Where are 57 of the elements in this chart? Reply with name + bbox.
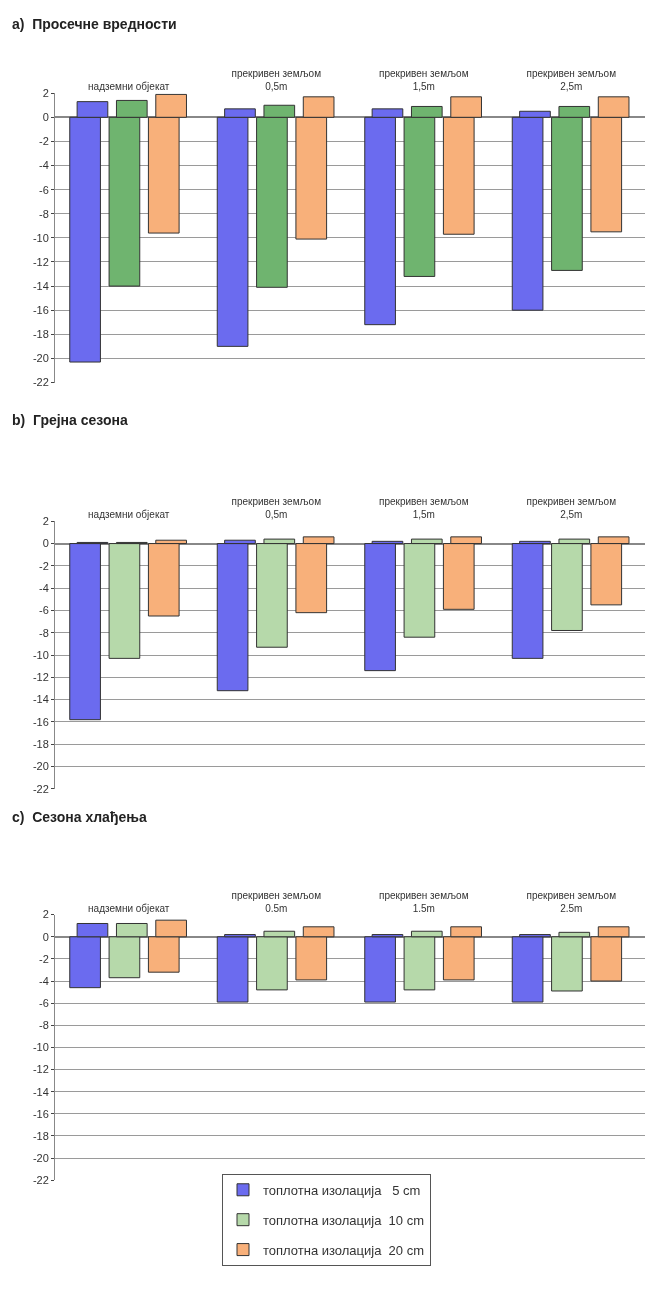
y-tick-label: -2 [39,135,49,148]
y-tick-label: -4 [39,974,49,987]
y-tick-label: -6 [39,604,49,617]
y-tick-label: -10 [32,648,49,661]
x-tick-label: прекривен земљом 0,5m [231,68,322,93]
y-tick-label: -16 [32,715,49,728]
y-tick-label: -20 [32,352,49,365]
y-tick-label: -2 [39,559,49,572]
legend-label: топлотна изолација 20 cm [263,1242,425,1258]
y-tick-label: -16 [32,1107,49,1120]
y-tick-label: -6 [39,183,49,196]
y-tick-label: -8 [39,626,49,639]
y-tick-label: -10 [32,231,49,244]
chart-title: a) Просечне вредности [12,16,177,32]
y-tick-label: -8 [39,1019,49,1032]
y-tick-label: 0 [42,111,49,124]
y-tick-label: -16 [32,304,49,317]
y-tick-label: -22 [32,376,49,389]
x-tick-label: прекривен земљом 1,5m [378,68,469,93]
x-tick-label: надземни објекат [88,509,170,521]
x-tick-label: прекривен земљом 0.5m [231,889,322,914]
x-tick-label: прекривен земљом 2,5m [526,496,617,521]
y-tick-label: -6 [39,997,49,1010]
x-tick-label: прекривен земљом 1,5m [378,496,469,521]
y-tick-label: -12 [32,671,49,684]
chart-title: c) Сезона хлађења [12,809,147,825]
legend-label: топлотна изолација 5 cm [263,1182,421,1198]
y-tick-label: -18 [32,328,49,341]
y-tick-label: 2 [42,908,49,921]
x-tick-label: прекривен земљом 0,5m [231,496,322,521]
y-tick-label: -22 [32,1174,49,1187]
y-tick-label: 2 [42,87,49,100]
y-tick-label: -18 [32,1129,49,1142]
y-tick-label: -4 [39,159,49,172]
y-tick-label: -14 [32,1085,49,1098]
y-tick-label: -4 [39,581,49,594]
y-tick-label: -18 [32,738,49,751]
legend-label: топлотна изолација 10 cm [263,1212,425,1228]
y-tick-label: -8 [39,207,49,220]
y-tick-label: -12 [32,255,49,268]
x-tick-label: прекривен земљом 2.5m [526,889,617,914]
x-tick-label: надземни објекат [88,902,170,914]
y-tick-label: -2 [39,952,49,965]
y-tick-label: 0 [42,930,49,943]
y-tick-label: -10 [32,1041,49,1054]
y-tick-label: -22 [32,782,49,795]
x-tick-label: прекривен земљом 1.5m [378,889,469,914]
y-tick-label: -20 [32,760,49,773]
x-tick-label: надземни објекат [88,81,170,93]
x-tick-label: прекривен земљом 2,5m [526,68,617,93]
chart-title: b) Грејна сезона [12,412,128,428]
y-tick-label: 2 [42,515,49,528]
y-tick-label: -14 [32,279,49,292]
y-tick-label: -14 [32,693,49,706]
y-tick-label: 0 [42,537,49,550]
y-tick-label: -12 [32,1063,49,1076]
y-tick-label: -20 [32,1151,49,1164]
